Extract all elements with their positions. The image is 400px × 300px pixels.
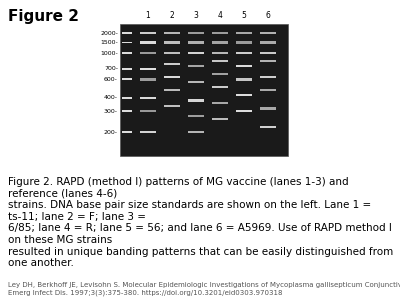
FancyBboxPatch shape [140, 32, 156, 34]
FancyBboxPatch shape [164, 41, 180, 44]
FancyBboxPatch shape [122, 97, 132, 99]
Text: 1500-: 1500- [100, 40, 118, 45]
FancyBboxPatch shape [188, 131, 204, 133]
FancyBboxPatch shape [212, 73, 228, 75]
FancyBboxPatch shape [212, 32, 228, 34]
FancyBboxPatch shape [236, 94, 252, 96]
Text: Ley DH, Berkhoff JE, Levisohn S. Molecular Epidemiologic Investigations of Mycop: Ley DH, Berkhoff JE, Levisohn S. Molecul… [8, 282, 400, 296]
FancyBboxPatch shape [236, 32, 252, 34]
Text: 1000-: 1000- [100, 50, 118, 56]
FancyBboxPatch shape [140, 52, 156, 54]
FancyBboxPatch shape [212, 118, 228, 120]
FancyBboxPatch shape [140, 110, 156, 112]
FancyBboxPatch shape [122, 131, 132, 133]
Text: Figure 2. RAPD (method I) patterns of MG vaccine (lanes 1-3) and reference (lane: Figure 2. RAPD (method I) patterns of MG… [8, 177, 393, 268]
FancyBboxPatch shape [122, 110, 132, 112]
FancyBboxPatch shape [188, 81, 204, 83]
FancyBboxPatch shape [260, 107, 276, 110]
FancyBboxPatch shape [164, 32, 180, 34]
FancyBboxPatch shape [120, 24, 288, 156]
FancyBboxPatch shape [164, 89, 180, 91]
FancyBboxPatch shape [122, 79, 132, 80]
FancyBboxPatch shape [140, 41, 156, 44]
FancyBboxPatch shape [212, 52, 228, 54]
FancyBboxPatch shape [140, 78, 156, 80]
Text: 3: 3 [194, 11, 198, 20]
FancyBboxPatch shape [188, 115, 204, 118]
FancyBboxPatch shape [140, 97, 156, 99]
Text: 5: 5 [242, 11, 246, 20]
Text: 6: 6 [266, 11, 270, 20]
Text: 600-: 600- [104, 77, 118, 82]
FancyBboxPatch shape [122, 41, 132, 44]
FancyBboxPatch shape [164, 52, 180, 54]
FancyBboxPatch shape [140, 68, 156, 70]
Text: Figure 2: Figure 2 [8, 9, 79, 24]
FancyBboxPatch shape [188, 100, 204, 102]
FancyBboxPatch shape [260, 60, 276, 62]
FancyBboxPatch shape [164, 76, 180, 78]
Text: 700-: 700- [104, 66, 118, 71]
FancyBboxPatch shape [236, 41, 252, 44]
FancyBboxPatch shape [260, 41, 276, 44]
FancyBboxPatch shape [122, 68, 132, 70]
FancyBboxPatch shape [140, 131, 156, 133]
FancyBboxPatch shape [260, 126, 276, 128]
FancyBboxPatch shape [260, 76, 276, 78]
Text: 1: 1 [146, 11, 150, 20]
FancyBboxPatch shape [236, 52, 252, 54]
FancyBboxPatch shape [212, 102, 228, 104]
Text: 2000-: 2000- [100, 31, 118, 36]
FancyBboxPatch shape [236, 110, 252, 112]
FancyBboxPatch shape [188, 65, 204, 67]
FancyBboxPatch shape [212, 86, 228, 88]
FancyBboxPatch shape [188, 52, 204, 54]
FancyBboxPatch shape [164, 105, 180, 107]
FancyBboxPatch shape [212, 60, 228, 62]
Text: 400-: 400- [104, 95, 118, 101]
FancyBboxPatch shape [122, 32, 132, 34]
Text: 4: 4 [218, 11, 222, 20]
FancyBboxPatch shape [188, 32, 204, 34]
FancyBboxPatch shape [260, 89, 276, 91]
FancyBboxPatch shape [164, 62, 180, 65]
FancyBboxPatch shape [260, 32, 276, 34]
FancyBboxPatch shape [188, 41, 204, 44]
FancyBboxPatch shape [212, 41, 228, 44]
FancyBboxPatch shape [236, 65, 252, 67]
Text: 200-: 200- [104, 130, 118, 135]
Text: 2: 2 [170, 11, 174, 20]
Text: 300-: 300- [104, 109, 118, 114]
FancyBboxPatch shape [122, 52, 132, 54]
FancyBboxPatch shape [236, 78, 252, 80]
FancyBboxPatch shape [260, 52, 276, 54]
